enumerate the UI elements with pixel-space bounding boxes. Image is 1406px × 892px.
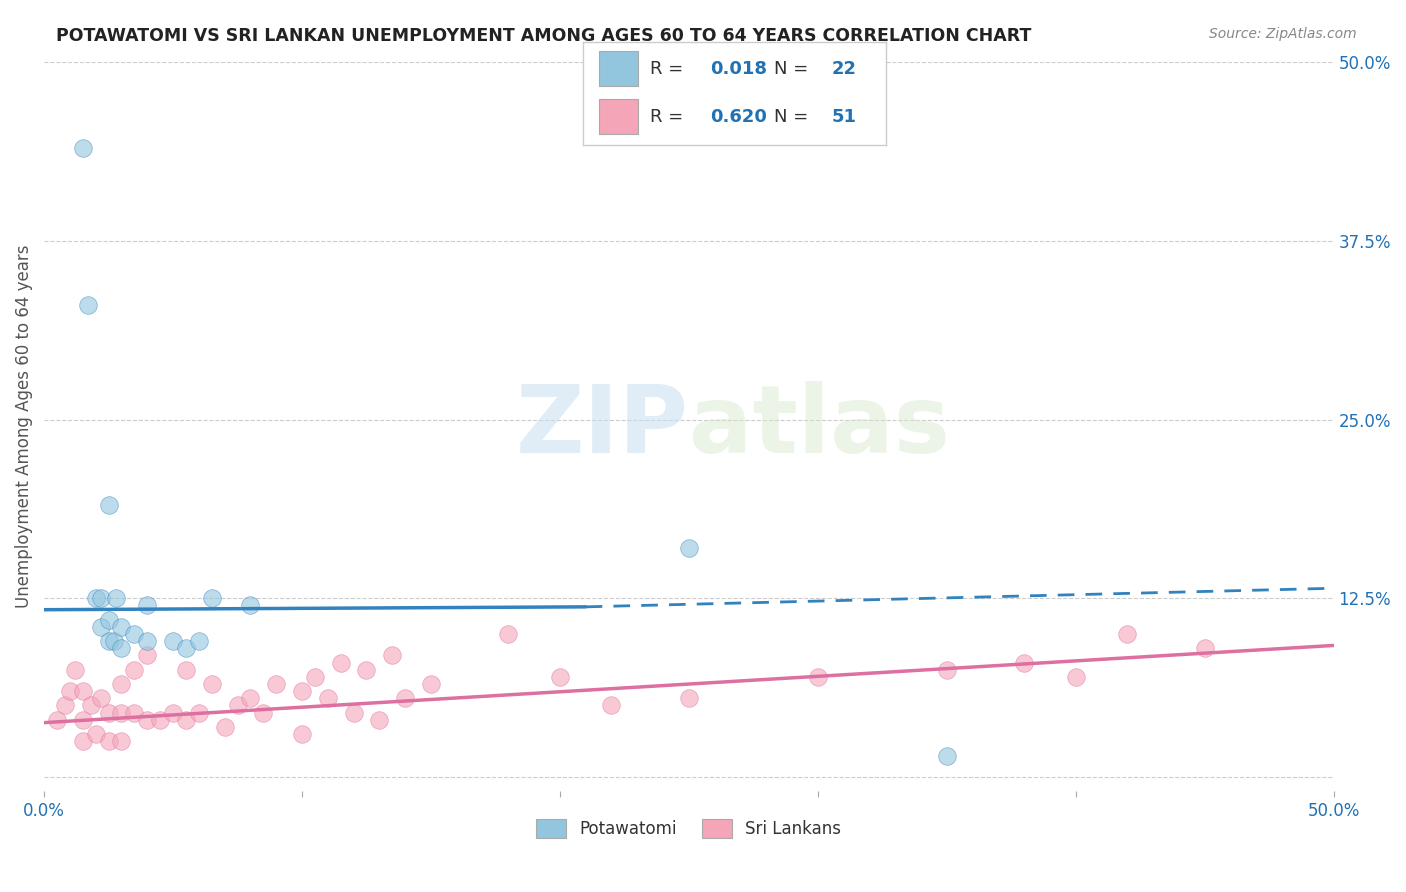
Point (187, 706, 209, 720)
Point (110, 677, 132, 691)
Y-axis label: Unemployment Among Ages 60 to 64 years: Unemployment Among Ages 60 to 64 years (15, 245, 32, 608)
Point (304, 670, 326, 684)
Point (264, 677, 287, 691)
Point (807, 670, 830, 684)
Point (174, 713, 197, 727)
Point (548, 670, 571, 684)
FancyBboxPatch shape (599, 51, 638, 86)
Point (174, 663, 197, 677)
Point (239, 599, 262, 613)
Text: 51: 51 (831, 108, 856, 126)
Point (935, 748, 957, 763)
Point (97, 499, 120, 513)
Text: N =: N = (773, 108, 814, 126)
Point (136, 599, 159, 613)
Point (90, 691, 112, 706)
Point (103, 634, 125, 648)
Point (201, 677, 224, 691)
Point (77, 298, 100, 312)
Point (162, 634, 184, 648)
Point (316, 691, 339, 706)
Point (110, 734, 132, 748)
Point (214, 720, 236, 734)
Point (1012, 656, 1035, 670)
Point (136, 648, 159, 663)
Text: 22: 22 (831, 60, 856, 78)
Point (72, 734, 94, 748)
Point (368, 713, 391, 727)
Point (329, 656, 352, 670)
Point (97, 613, 120, 627)
Point (149, 713, 172, 727)
Point (174, 641, 197, 656)
Point (678, 541, 700, 556)
FancyBboxPatch shape (599, 99, 638, 134)
Point (291, 684, 314, 698)
Point (1064, 670, 1087, 684)
Point (419, 677, 441, 691)
Point (72, 141, 94, 155)
Point (110, 641, 132, 656)
Point (124, 706, 146, 720)
Point (136, 634, 159, 648)
Legend: Potawatomi, Sri Lankans: Potawatomi, Sri Lankans (530, 813, 848, 845)
Point (498, 627, 520, 641)
Point (124, 627, 146, 641)
Point (84, 591, 107, 606)
Text: 0.620: 0.620 (710, 108, 768, 126)
Point (162, 706, 184, 720)
Point (72, 684, 94, 698)
Text: 0.018: 0.018 (710, 60, 768, 78)
Point (110, 706, 132, 720)
Point (201, 591, 224, 606)
Text: N =: N = (773, 60, 814, 78)
Point (124, 663, 146, 677)
Point (342, 706, 364, 720)
Point (136, 713, 159, 727)
Text: ZIP: ZIP (516, 381, 689, 473)
Point (97, 706, 120, 720)
Point (97, 634, 120, 648)
Text: atlas: atlas (689, 381, 950, 473)
Point (63, 663, 86, 677)
Point (97, 734, 120, 748)
Point (252, 706, 274, 720)
Point (46, 713, 69, 727)
Point (356, 663, 378, 677)
Point (1194, 641, 1216, 656)
Point (187, 634, 209, 648)
Text: R =: R = (650, 108, 689, 126)
Point (79, 698, 101, 713)
Point (59, 684, 82, 698)
Point (1116, 627, 1139, 641)
Point (72, 713, 94, 727)
Point (381, 648, 404, 663)
Text: R =: R = (650, 60, 689, 78)
Point (105, 591, 128, 606)
Point (600, 698, 623, 713)
Point (239, 691, 262, 706)
Point (90, 620, 112, 634)
Point (226, 698, 249, 713)
Point (678, 691, 700, 706)
Text: Source: ZipAtlas.com: Source: ZipAtlas.com (1209, 27, 1357, 41)
Point (935, 663, 957, 677)
Point (84, 727, 107, 741)
Point (394, 691, 416, 706)
Point (53, 698, 76, 713)
Point (90, 591, 112, 606)
Text: POTAWATOMI VS SRI LANKAN UNEMPLOYMENT AMONG AGES 60 TO 64 YEARS CORRELATION CHAR: POTAWATOMI VS SRI LANKAN UNEMPLOYMENT AM… (56, 27, 1032, 45)
Point (291, 727, 314, 741)
Point (110, 620, 132, 634)
